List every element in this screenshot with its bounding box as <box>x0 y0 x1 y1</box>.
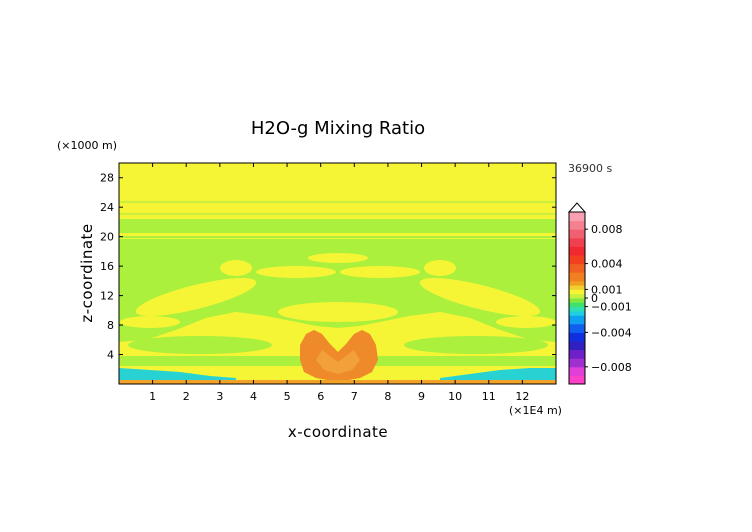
field-yellow-patch <box>135 278 257 316</box>
y-tick-label: 12 <box>100 290 114 303</box>
colorbar-segment <box>569 349 585 359</box>
field-green-lens <box>404 336 548 354</box>
field-green-band <box>119 219 556 342</box>
colorbar-segment <box>569 366 585 376</box>
x-tick-label: 4 <box>250 390 257 403</box>
x-tick-label: 12 <box>515 390 529 403</box>
x-axis-label: x-coordinate <box>288 423 388 441</box>
colorbar-segment <box>569 229 585 239</box>
field-thin-band <box>119 201 556 203</box>
colorbar-label: 0.001 <box>591 283 623 296</box>
colorbar-segment <box>569 293 585 299</box>
x-unit-label: (×1E4 m) <box>509 404 562 417</box>
colorbar-segment <box>569 246 585 256</box>
field-green-lens <box>128 336 272 354</box>
y-tick-label: 20 <box>100 231 114 244</box>
colorbar-label: 0.004 <box>591 258 623 271</box>
x-tick-label: 8 <box>384 390 391 403</box>
colorbar-label: −0.004 <box>591 326 632 339</box>
colorbar-label: 0.008 <box>591 223 623 236</box>
colorbar-extend-arrow <box>567 202 587 213</box>
plot-frame <box>118 162 557 385</box>
colorbar-label: −0.008 <box>591 361 632 374</box>
field-yellow-patch <box>424 260 456 276</box>
y-unit-label: (×1000 m) <box>57 139 117 152</box>
x-tick-label: 10 <box>448 390 462 403</box>
x-tick-label: 7 <box>351 390 358 403</box>
field-yellow-patch <box>120 316 180 328</box>
colorbar-label: −0.001 <box>591 301 632 314</box>
colorbar-segment <box>569 255 585 265</box>
heatmap-field <box>119 163 556 384</box>
x-tick-label: 1 <box>149 390 156 403</box>
colorbar-segment <box>569 302 585 308</box>
x-tick-label: 11 <box>482 390 496 403</box>
field-center-plume <box>300 330 378 382</box>
field-yellow-line <box>119 238 556 239</box>
field-center-plume-core <box>316 350 360 374</box>
field-yellow-patch <box>340 266 420 278</box>
field-yellow-patch <box>220 260 252 276</box>
x-tick-label: 3 <box>216 390 223 403</box>
x-tick-label: 6 <box>317 390 324 403</box>
y-tick-label: 28 <box>100 172 114 185</box>
chart-title: H2O-g Mixing Ratio <box>251 118 425 139</box>
field-yellow-patch <box>496 316 556 328</box>
y-axis-label: z-coordinate <box>78 223 96 322</box>
colorbar-segment <box>569 323 585 333</box>
colorbar-segment <box>569 358 585 368</box>
field-yellow-patch <box>419 278 541 316</box>
field-surface-orange <box>119 380 556 384</box>
colorbar-segment <box>569 280 585 286</box>
colorbar-segment <box>569 315 585 325</box>
colorbar-segment <box>569 212 585 222</box>
colorbar-segment <box>569 272 585 282</box>
field-thin-band <box>119 213 556 215</box>
colorbar-segment <box>569 332 585 342</box>
field-yellow-line <box>119 233 556 236</box>
x-axis-ticks: 1 2 3 4 5 6 7 8 9 10 11 12 <box>149 163 529 403</box>
y-tick-label: 24 <box>100 201 114 214</box>
field-yellow-patch <box>256 266 336 278</box>
y-tick-label: 16 <box>100 260 114 273</box>
colorbar-segment <box>569 289 585 295</box>
field-yellow-patch <box>308 253 368 263</box>
x-tick-label: 9 <box>418 390 425 403</box>
colorbar-segment <box>569 306 585 312</box>
colorbar-segment <box>569 341 585 351</box>
colorbar-segment <box>569 237 585 247</box>
field-yellow-patch <box>278 302 398 322</box>
colorbar-label: 0 <box>591 292 598 305</box>
x-tick-label: 5 <box>284 390 291 403</box>
colorbar-segment <box>569 310 585 316</box>
colorbar-segment <box>569 285 585 290</box>
y-axis-ticks: 4 8 12 16 20 24 28 <box>100 172 556 362</box>
colorbar-segment <box>569 263 585 273</box>
x-tick-label: 2 <box>183 390 190 403</box>
y-tick-label: 8 <box>107 319 114 332</box>
time-label: 36900 s <box>568 162 612 175</box>
y-tick-label: 4 <box>107 349 114 362</box>
colorbar <box>567 202 587 385</box>
colorbar-segment <box>569 220 585 230</box>
colorbar-segment <box>569 298 585 303</box>
colorbar-segment <box>569 375 585 385</box>
